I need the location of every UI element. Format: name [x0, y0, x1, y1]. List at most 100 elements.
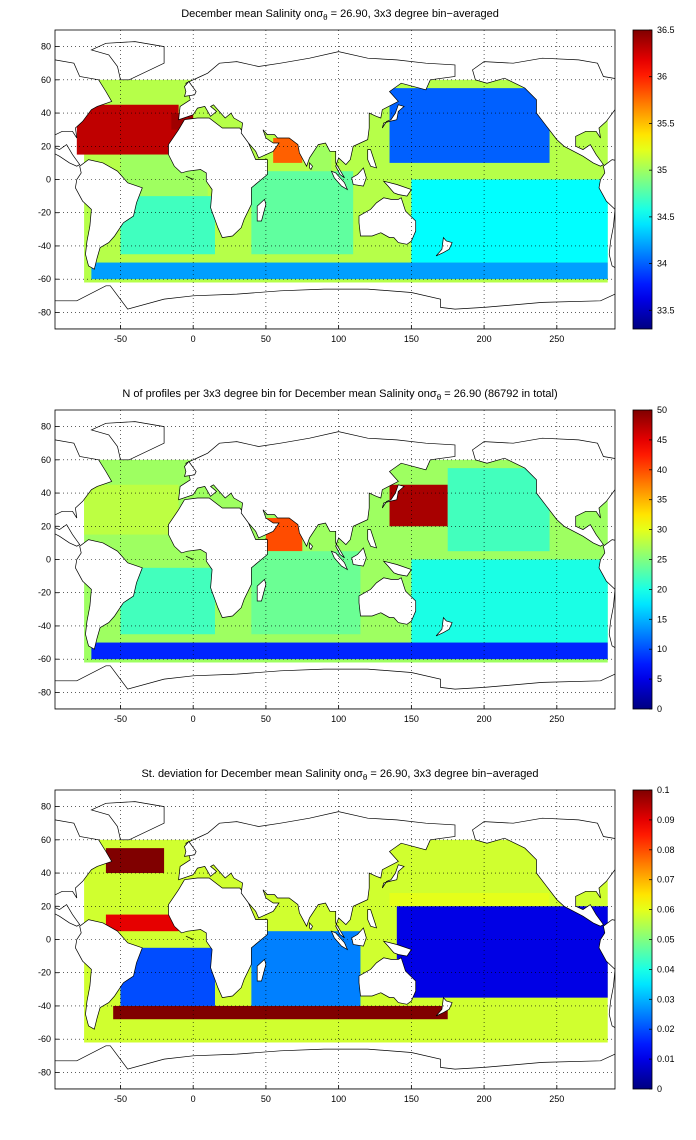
colorbar-tick-label: 34: [657, 259, 667, 269]
y-tick-label: -60: [38, 1034, 51, 1044]
region-cell: [84, 484, 179, 535]
region-cell: [105, 848, 165, 874]
colorbar: [632, 29, 653, 330]
y-tick-label: 60: [41, 455, 51, 465]
colorbar-tick-label: 0.02: [657, 1024, 675, 1034]
y-tick-label: 20: [41, 521, 51, 531]
y-tick-label: -80: [38, 307, 51, 317]
land-polygon: [184, 460, 197, 477]
colorbar-tick-label: 45: [657, 435, 667, 445]
land-polygon: [256, 958, 267, 982]
land-polygon: [309, 921, 313, 931]
x-tick-label: 150: [404, 334, 419, 344]
x-tick-label: 200: [477, 1094, 492, 1104]
y-tick-label: -80: [38, 687, 51, 697]
land-polygon: [184, 840, 197, 857]
colorbar-tick-label: 15: [657, 614, 667, 624]
grid: [55, 30, 615, 329]
x-tick-label: 0: [191, 1094, 196, 1104]
chart-title: December mean Salinity onσθ = 26.90, 3x3…: [181, 8, 499, 23]
land-polygon: [382, 560, 412, 577]
colorbar-tick-label: 33.5: [657, 305, 675, 315]
land-polygon: [435, 236, 453, 257]
land-polygon: [381, 864, 405, 889]
x-tick-label: 100: [331, 714, 346, 724]
y-tick-label: -40: [38, 621, 51, 631]
y-tick-label: -20: [38, 588, 51, 598]
land-polygon: [351, 167, 367, 187]
y-tick-label: 80: [41, 802, 51, 812]
land-polygon: [90, 41, 165, 81]
y-tick-label: -80: [38, 1067, 51, 1077]
x-tick-label: 250: [549, 334, 564, 344]
x-tick-label: 50: [261, 714, 271, 724]
colorbar-tick-label: 35: [657, 495, 667, 505]
land-polygon: [351, 927, 367, 947]
colorbar-tick-label: 30: [657, 525, 667, 535]
x-tick-label: 150: [404, 1094, 419, 1104]
colorbar-tick-label: 50: [657, 405, 667, 415]
region-cell: [389, 892, 550, 907]
colorbar-tick-label: 0: [657, 1084, 662, 1094]
region-cell: [396, 906, 608, 998]
chart-title: St. deviation for December mean Salinity…: [141, 768, 539, 783]
land-polygon: [382, 180, 412, 197]
colorbar-tick-label: 0.03: [657, 994, 675, 1004]
colorbar-tick-label: 0.05: [657, 935, 675, 945]
colorbar-tick-label: 0.04: [657, 964, 675, 974]
x-tick-label: 100: [331, 334, 346, 344]
land-polygon: [178, 811, 456, 939]
colorbar-tick-label: 25: [657, 555, 667, 565]
land-polygon: [168, 497, 268, 618]
land-polygon: [351, 547, 367, 567]
region-cell: [105, 914, 179, 932]
colorbar-tick-label: 0.09: [657, 815, 675, 825]
land-polygon: [185, 935, 194, 940]
land-polygon: [90, 801, 165, 841]
land-polygon: [598, 159, 615, 268]
x-tick-label: 50: [261, 1094, 271, 1104]
y-tick-label: -60: [38, 274, 51, 284]
land-polygon: [472, 817, 615, 927]
chart-svg: -50 0 50 100 150 200 250806040200-20-40-60-800…: [38, 785, 675, 1104]
region-cell: [91, 642, 608, 660]
land-polygon: [358, 577, 417, 625]
colorbar-tick-label: 0.01: [657, 1054, 675, 1064]
y-tick-label: -40: [38, 241, 51, 251]
land-polygon: [90, 421, 165, 461]
land-polygon: [75, 539, 143, 650]
grid: [55, 410, 615, 709]
colorbar-tick-label: 0.06: [657, 905, 675, 915]
y-tick-label: 60: [41, 75, 51, 85]
land-polygon: [358, 197, 417, 245]
colorbar-tick-label: 0.07: [657, 875, 675, 885]
land-polygon: [168, 117, 268, 238]
colorbar-tick-label: 36.5: [657, 25, 675, 35]
land-polygon: [381, 484, 405, 509]
land-polygon: [367, 529, 378, 549]
colorbar-tick-label: 40: [657, 465, 667, 475]
region-cell: [113, 1005, 448, 1020]
x-tick-label: 100: [331, 1094, 346, 1104]
land-polygon: [185, 175, 194, 180]
region-cell: [447, 468, 550, 552]
land-polygon: [358, 957, 417, 1005]
x-tick-label: 50: [261, 334, 271, 344]
land-polygon: [55, 1045, 615, 1089]
profile-count-panel: N of profiles per 3x3 degree bin for Dec…: [0, 380, 696, 760]
land-polygon: [178, 51, 456, 179]
y-tick-label: 80: [41, 422, 51, 432]
x-tick-label: 150: [404, 714, 419, 724]
land-polygon: [256, 198, 267, 222]
x-tick-label: 0: [191, 714, 196, 724]
y-tick-label: 20: [41, 901, 51, 911]
chart-svg: -50 0 50 100 150 200 250806040200-20-40-60-805…: [38, 405, 667, 724]
x-tick-label: 250: [549, 714, 564, 724]
land-polygon: [75, 159, 143, 270]
land-polygon: [472, 437, 615, 547]
land-polygon: [435, 996, 453, 1017]
y-tick-label: 60: [41, 835, 51, 845]
coastlines: [55, 421, 615, 709]
region-cell: [120, 196, 215, 255]
colorbar-tick-label: 35: [657, 165, 667, 175]
